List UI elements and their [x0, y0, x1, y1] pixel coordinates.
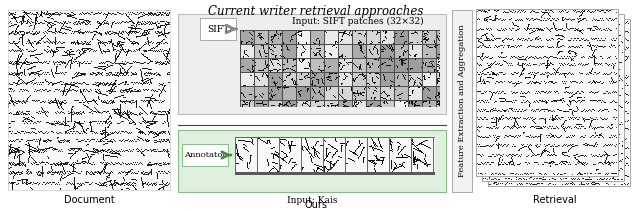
Text: Retrieval: Retrieval	[532, 195, 576, 205]
Bar	[178, 14, 446, 114]
Text: Input: SIFT patches (32×32): Input: SIFT patches (32×32)	[292, 17, 424, 26]
Bar	[482, 14, 624, 181]
Text: Current writer retrieval approaches: Current writer retrieval approaches	[208, 5, 424, 18]
Text: Document: Document	[63, 195, 115, 205]
Bar	[452, 10, 472, 192]
Bar	[200, 18, 236, 40]
Bar	[8, 10, 170, 190]
Bar	[182, 144, 228, 166]
Text: Input: Kais: Input: Kais	[287, 196, 337, 205]
Text: Ours: Ours	[305, 200, 328, 210]
Bar	[476, 9, 618, 176]
Bar	[178, 130, 446, 192]
Text: Feature Extraction and Aggregation: Feature Extraction and Aggregation	[458, 25, 466, 177]
Bar	[488, 19, 630, 186]
Text: Annotator: Annotator	[184, 151, 226, 159]
Text: SIFT: SIFT	[207, 24, 229, 34]
